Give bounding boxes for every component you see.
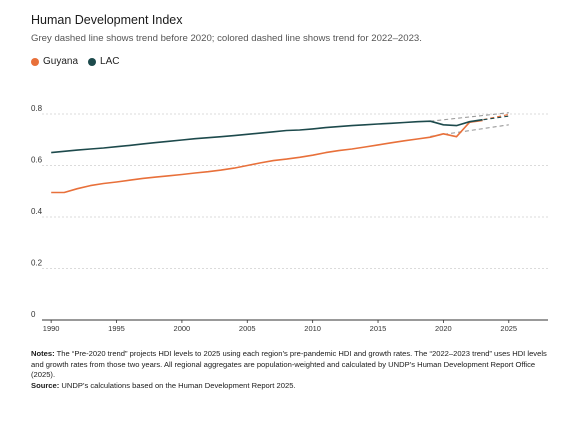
y-tick-label: 0.6	[31, 156, 43, 165]
legend-item-guyana: Guyana	[31, 56, 78, 67]
x-tick-label: 1995	[108, 324, 125, 333]
legend-item-lac: LAC	[88, 56, 119, 67]
x-tick-label: 1990	[43, 324, 60, 333]
legend-label-guyana: Guyana	[43, 56, 79, 67]
legend-label-lac: LAC	[100, 56, 120, 67]
x-tick-label: 2025	[500, 324, 517, 333]
notes-label: Notes:	[31, 349, 55, 358]
trend-line-guyana-pre-2020	[430, 124, 509, 137]
source-text: UNDP’s calculations based on the Human D…	[59, 380, 296, 390]
x-tick-label: 2010	[304, 324, 321, 333]
y-tick-label: 0.2	[31, 259, 43, 268]
y-tick-label: 0.4	[31, 207, 43, 216]
source-paragraph: Source: UNDP’s calculations based on the…	[31, 381, 551, 392]
chart-subtitle: Grey dashed line shows trend before 2020…	[31, 33, 422, 44]
x-tick-label: 2005	[239, 324, 256, 333]
notes-paragraph: Notes: The “Pre-2020 trend” projects HDI…	[31, 349, 551, 381]
notes-text: The “Pre-2020 trend” projects HDI levels…	[31, 349, 547, 380]
x-tick-label: 2015	[370, 324, 387, 333]
legend-swatch-guyana	[31, 57, 39, 66]
x-tick-label: 2020	[435, 324, 452, 333]
legend-swatch-lac	[88, 57, 97, 66]
y-tick-label: 0	[31, 310, 36, 319]
series-line-guyana	[51, 119, 483, 194]
x-tick-label: 2000	[174, 324, 191, 333]
chart-notes: Notes: The “Pre-2020 trend” projects HDI…	[31, 349, 551, 391]
source-label: Source:	[31, 380, 60, 390]
trend-line-lac-pre-2020	[430, 112, 509, 122]
y-tick-label: 0.8	[31, 104, 43, 113]
series-line-lac	[51, 118, 483, 154]
legend: Guyana LAC	[31, 56, 129, 67]
chart-title: Human Development Index	[31, 13, 183, 27]
